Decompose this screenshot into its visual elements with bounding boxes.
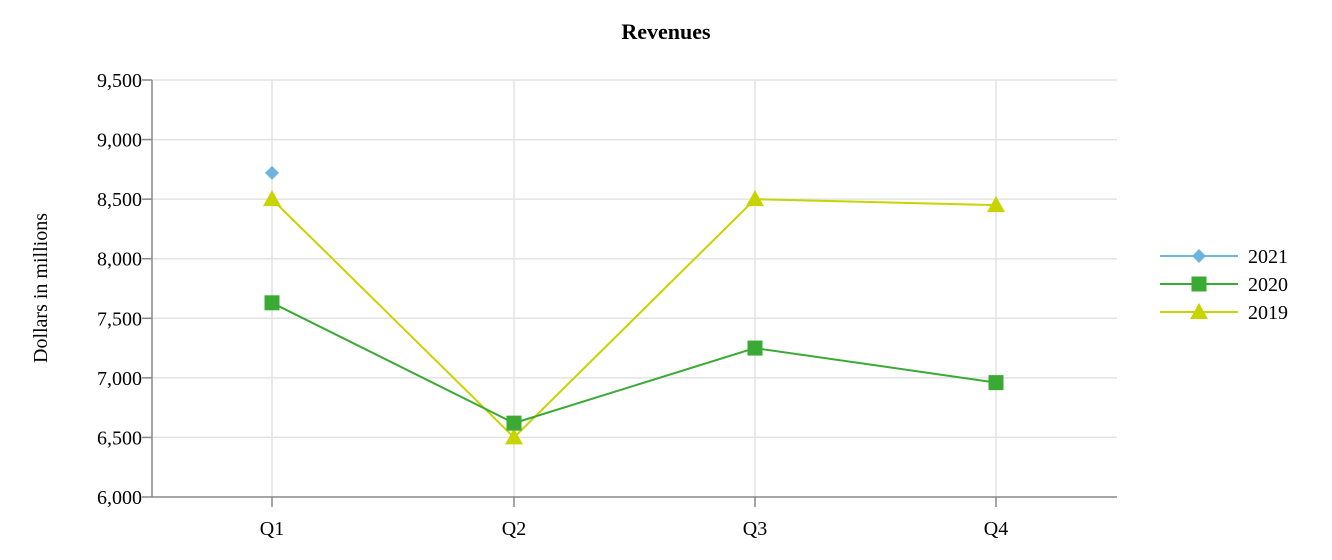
chart-title: Revenues [621,19,711,44]
series-line-2020 [271,301,997,425]
legend-marker-2021 [1192,249,1206,263]
y-tick-label: 6,500 [97,427,142,449]
data-point-2020 [988,375,1004,391]
y-axis-label: Dollars in millions [30,213,52,363]
y-tick-label: 6,000 [97,487,142,509]
data-point-2020 [506,415,522,431]
data-point-2019 [505,428,523,445]
legend-label: 2019 [1248,302,1288,324]
data-point-2019 [263,190,281,207]
x-tick-label: Q2 [502,518,526,540]
legend: 2021 2020 2019 [1160,246,1288,324]
legend-label: 2021 [1248,246,1288,268]
x-tick-labels: Q1 Q2 Q3 Q4 [260,518,1008,540]
y-tick-label: 7,000 [97,368,142,390]
gridlines [152,79,1117,497]
series-line-2019 [271,198,997,439]
y-tick-label: 8,500 [97,189,142,211]
x-tick-label: Q3 [743,518,767,540]
x-tick-label: Q1 [260,518,284,540]
y-tick-label: 9,000 [97,130,142,152]
data-point-2020 [747,340,763,356]
y-tick-label: 9,500 [97,70,142,92]
legend-marker-2020 [1191,276,1207,292]
legend-label: 2020 [1248,274,1288,296]
x-tick-label: Q4 [984,518,1008,540]
data-point-2019 [746,190,764,207]
y-tick-label: 8,000 [97,249,142,271]
legend-marker-2019 [1190,303,1208,319]
axes [142,79,1117,507]
series-lines [263,165,1005,445]
y-tick-label: 7,500 [97,308,142,330]
data-point-2020 [264,295,280,311]
data-point-2021 [265,165,279,180]
y-tick-labels: 6,000 6,500 7,000 7,500 8,000 8,500 9,000 9,500 [97,70,142,509]
data-point-2019 [987,196,1005,213]
